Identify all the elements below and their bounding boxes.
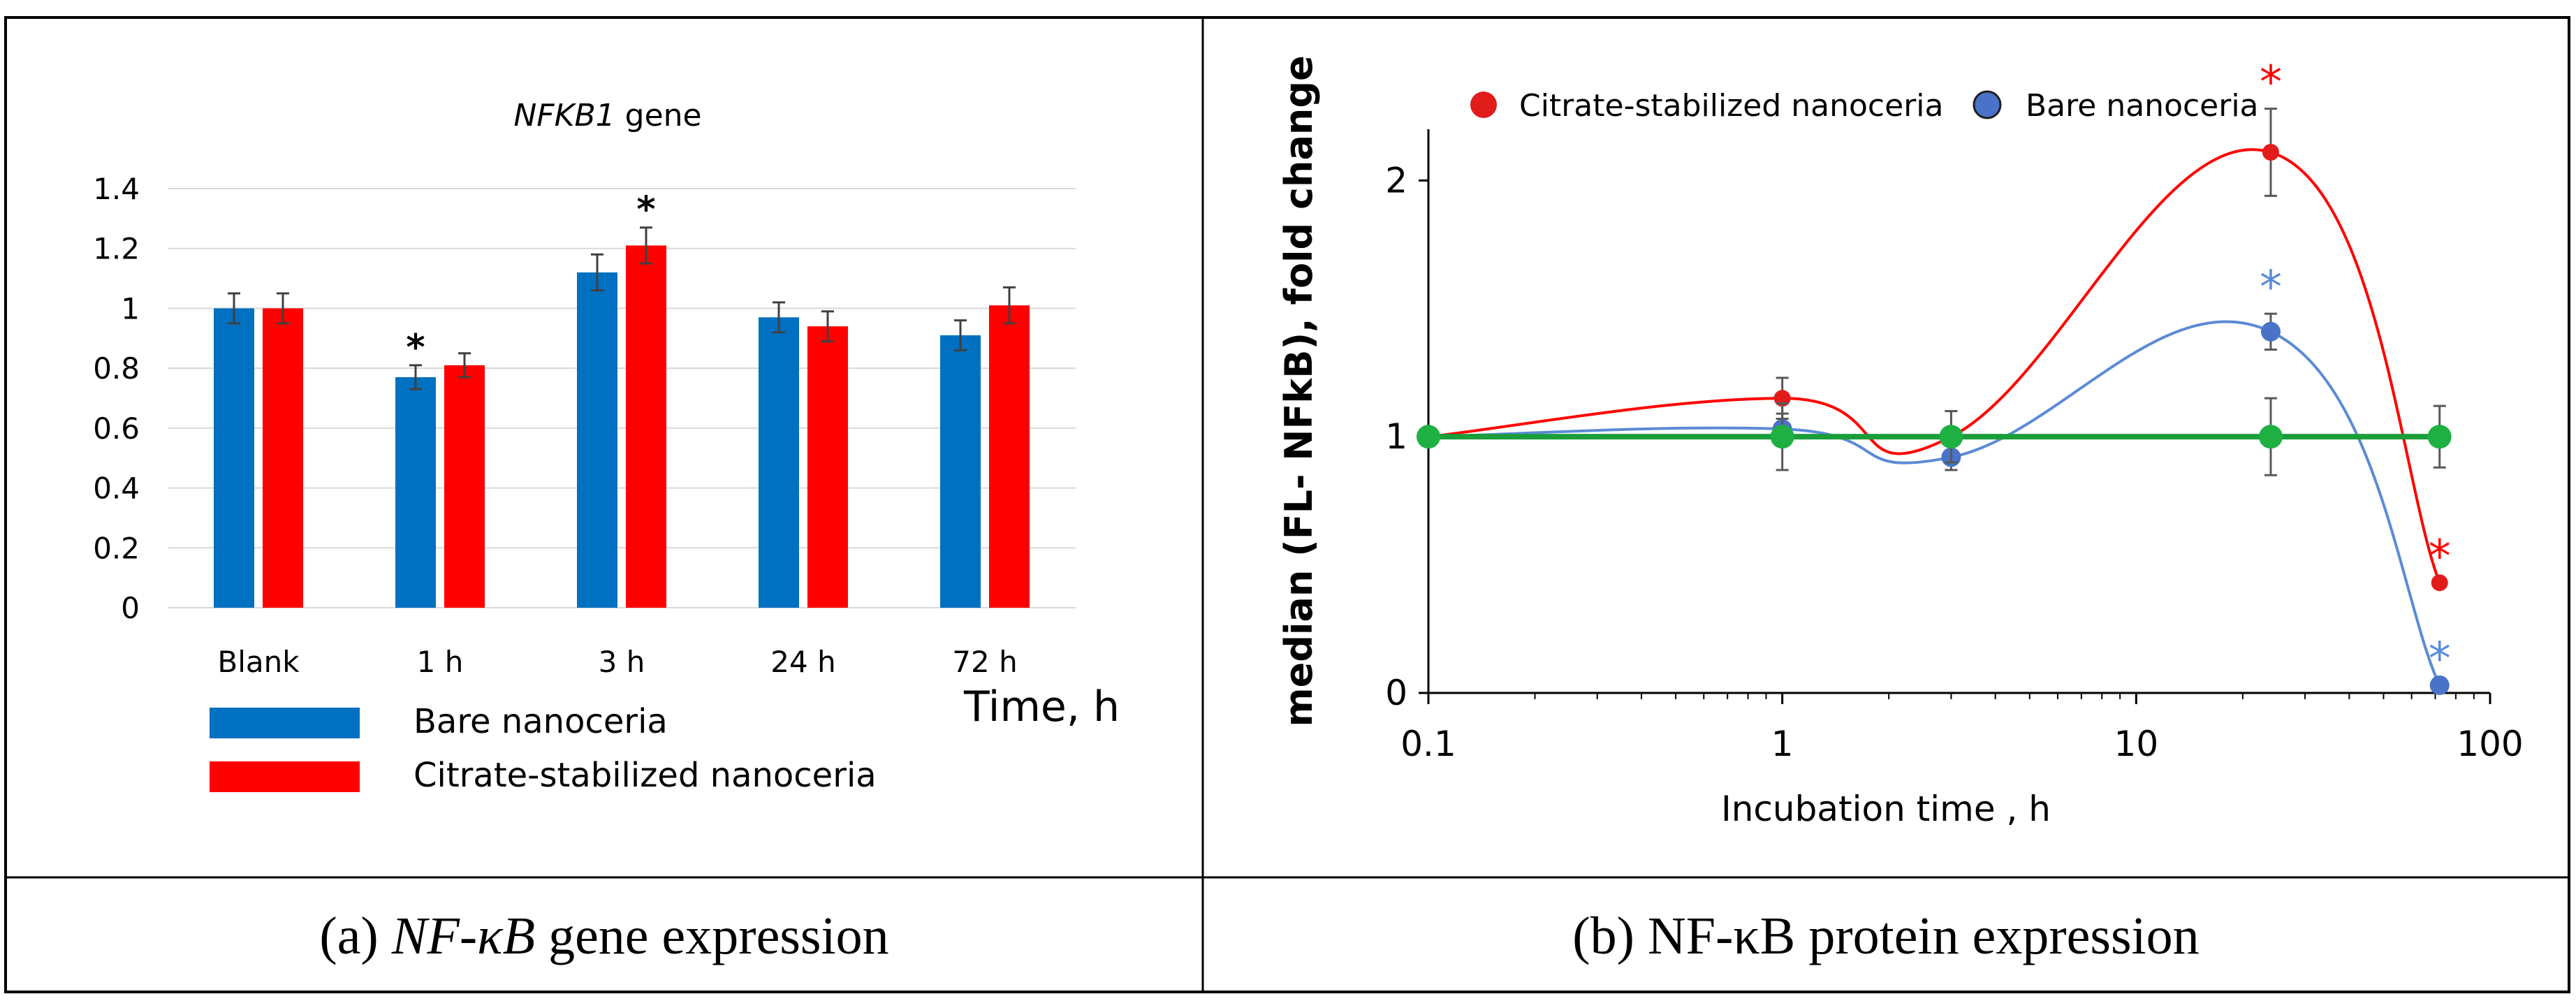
- data-point-control: [1770, 425, 1794, 449]
- y-tick-label-a: 0.8: [93, 351, 140, 386]
- caption-a-suffix: gene expression: [535, 907, 889, 965]
- bar-citrate: [444, 365, 485, 608]
- legend-label-b: Citrate-stabilized nanoceria: [1519, 88, 1943, 124]
- bar-citrate: [807, 326, 848, 608]
- significance-asterisk-a: *: [406, 327, 425, 369]
- y-tick-label-a: 1.2: [93, 232, 140, 266]
- significance-asterisk-b: *: [2429, 531, 2451, 583]
- x-axis-label-b: Incubation time , h: [1721, 789, 2051, 829]
- data-point-citrate: [2262, 144, 2279, 161]
- x-tick-label-b: 10: [2114, 724, 2159, 764]
- data-point-control: [2258, 425, 2283, 449]
- y-tick-label-b: 1: [1385, 416, 1407, 457]
- x-tick-label-a: 1 h: [417, 645, 464, 679]
- chart-a-title: NFKB1 gene: [513, 98, 701, 133]
- y-tick-label-b: 0: [1385, 673, 1407, 713]
- x-tick-label-b: 100: [2457, 724, 2523, 764]
- legend-swatch-a: [210, 708, 360, 738]
- chart-a-title-italic: NFKB1: [513, 98, 615, 133]
- y-axis-label-b: median (FL- NFkB), fold change: [1277, 55, 1321, 726]
- significance-asterisk-b: *: [2260, 262, 2282, 314]
- bar-citrate: [263, 308, 303, 608]
- significance-asterisk-a: *: [636, 189, 655, 231]
- x-tick-label-b: 0.1: [1400, 724, 1456, 764]
- y-tick-label-b: 2: [1385, 160, 1407, 200]
- legend-swatch-a: [210, 761, 360, 792]
- significance-asterisk-b: *: [2429, 634, 2451, 685]
- series-line-bare: [1428, 320, 2441, 686]
- panel-b-line-chart: 0 1 2 0.1 1 10 100 Incubation time , h median (F…: [1277, 55, 2524, 829]
- y-tick-label-a: 1.4: [93, 172, 140, 206]
- y-tick-label-a: 0: [121, 591, 140, 625]
- bar-bare: [940, 335, 981, 608]
- legend-label-a: Citrate-stabilized nanoceria: [414, 756, 877, 795]
- x-tick-label-b: 1: [1771, 724, 1794, 764]
- chart-a-title-rest: gene: [615, 98, 702, 133]
- y-tick-label-a: 1: [121, 291, 140, 326]
- data-point-control: [1417, 425, 1440, 449]
- significance-asterisk-b: *: [2260, 57, 2282, 109]
- x-axis-label-a: Time, h: [963, 682, 1120, 731]
- y-tick-label-a: 0.2: [93, 531, 140, 565]
- bar-citrate: [626, 245, 666, 608]
- x-tick-label-a: 72 h: [952, 645, 1017, 679]
- caption-a-italic: NF-κB: [391, 907, 535, 965]
- caption-a-prefix: (a): [319, 907, 391, 965]
- series-line-citrate: [1428, 148, 2441, 583]
- caption-a: (a) NF-κB gene expression: [319, 907, 888, 965]
- x-tick-label-a: 24 h: [770, 645, 835, 679]
- data-point-control: [2427, 425, 2452, 449]
- x-tick-label-a: 3 h: [599, 645, 645, 679]
- bar-bare: [577, 272, 617, 608]
- panel-a-bar-chart: NFKB1 gene 0 0.2 0.4 0.6 0.8 1 1.2 1.4 Blank * 1 h *…: [93, 98, 1120, 795]
- bar-bare: [759, 317, 799, 608]
- x-tick-label-a: Blank: [217, 645, 300, 679]
- data-point-bare: [2429, 675, 2450, 695]
- data-point-citrate: [2431, 574, 2448, 592]
- legend-marker-b: [1470, 92, 1497, 118]
- legend-marker-b: [1973, 90, 2002, 119]
- legend-label-b: Bare nanoceria: [2026, 88, 2259, 124]
- bar-citrate: [989, 305, 1030, 608]
- caption-b: (b) NF-κB protein expression: [1572, 907, 2199, 965]
- y-tick-label-a: 0.4: [93, 472, 140, 506]
- figure-frame: [4, 16, 2570, 993]
- legend-label-a: Bare nanoceria: [414, 702, 668, 741]
- bar-bare: [395, 377, 436, 608]
- bar-bare: [214, 308, 254, 608]
- data-point-control: [1939, 425, 1963, 449]
- y-tick-label-a: 0.6: [93, 411, 140, 446]
- data-point-bare: [2260, 321, 2281, 342]
